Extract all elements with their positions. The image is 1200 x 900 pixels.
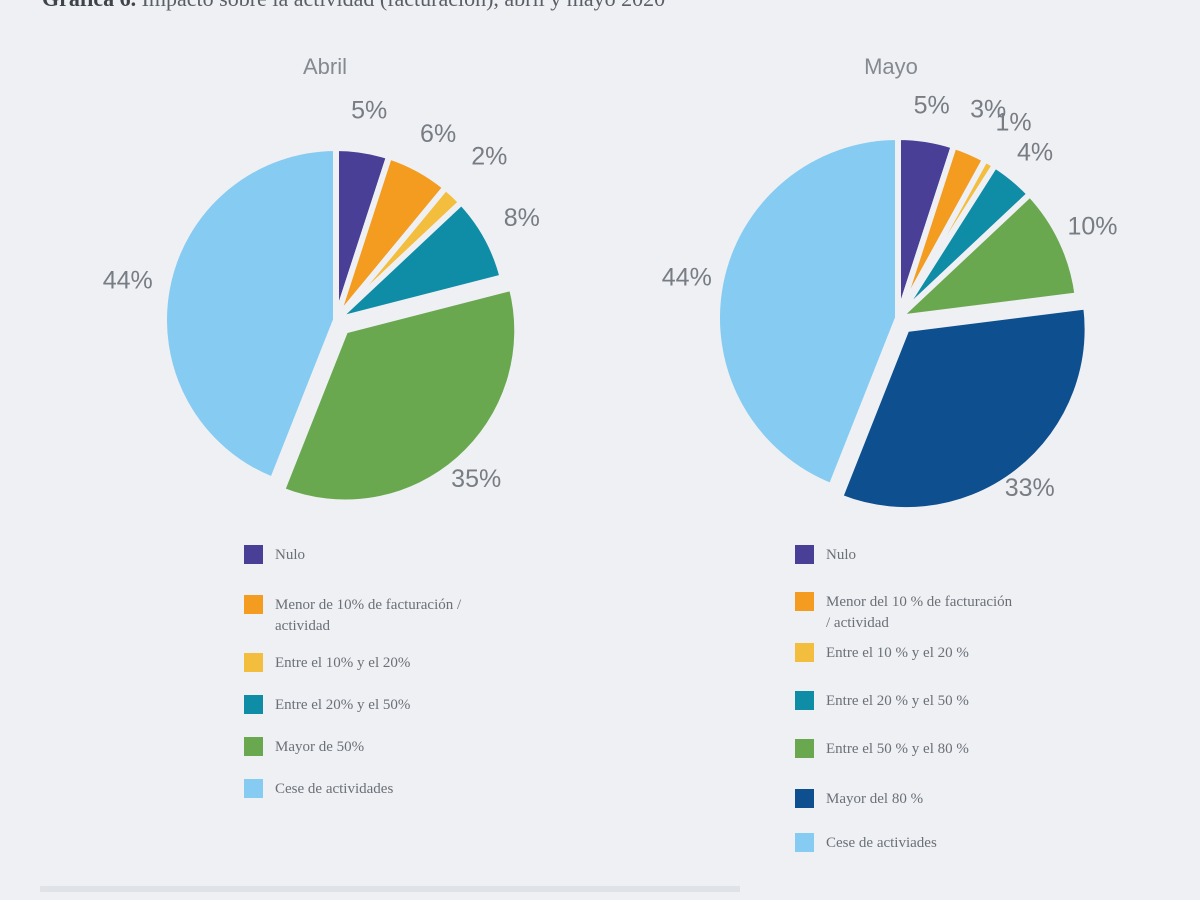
legend-item-nulo: Nulo: [244, 545, 465, 566]
pie-slice-mayor-del-80: [836, 303, 1091, 514]
legend-swatch: [244, 779, 263, 798]
legend-swatch: [244, 653, 263, 672]
legend-swatch: [795, 643, 814, 662]
pie-value-label: 44%: [103, 266, 153, 294]
legend-item-entre-el-20-y-el-50: Entre el 20% y el 50%: [244, 695, 465, 716]
legend-label: Menor del 10 % de facturación / activida…: [826, 594, 1013, 631]
legend-item-entre-el-20-y-el-50: Entre el 20 % y el 50 %: [795, 691, 1016, 712]
pie-value-label: 5%: [351, 97, 387, 125]
legend-swatch: [795, 789, 814, 808]
legend-label: Nulo: [275, 547, 305, 563]
legend-item-mayor-de-50: Mayor de 50%: [244, 737, 465, 758]
legend-label: Cese de actividades: [275, 781, 394, 797]
pie-value-label: 33%: [1005, 474, 1055, 502]
pie-value-label: 5%: [914, 92, 950, 120]
legend-label: Entre el 10 % y el 20 %: [826, 645, 969, 661]
chart-title: Mayo: [864, 54, 918, 79]
legend-item-cese-de-actividades: Cese de actividades: [244, 779, 465, 800]
legend-item-cese-de-activiades: Cese de activiades: [795, 833, 1016, 854]
legend-label: Entre el 20% y el 50%: [275, 697, 411, 713]
legend-item-entre-el-50-y-el-80: Entre el 50 % y el 80 %: [795, 739, 1016, 760]
pie-value-label: 4%: [1017, 138, 1053, 166]
pie-slice-entre-el-20-y-el-50: [333, 199, 506, 323]
legend-swatch: [244, 695, 263, 714]
figure-title-number: Gráfica 6.: [42, 0, 136, 11]
legend-swatch: [795, 691, 814, 710]
legend-label: Cese de activiades: [826, 835, 937, 851]
legend-label: Menor de 10% de facturación / actividad: [275, 597, 462, 634]
legend-item-menor-del-10-de-facturacion-actividad: Menor del 10 % de facturación / activida…: [795, 592, 1016, 634]
legend-swatch: [795, 545, 814, 564]
legend-label: Entre el 50 % y el 80 %: [826, 741, 969, 757]
legend-label: Nulo: [826, 547, 856, 563]
legend-swatch: [795, 739, 814, 758]
pie-slice-entre-el-50-y-el-80: [895, 191, 1081, 321]
pie-mayo: Mayo 5% 3%1%4% 10% 33% 44%: [662, 54, 1118, 514]
legend-item-mayor-del-80: Mayor del 80 %: [795, 789, 1016, 810]
bottom-rule: [40, 886, 740, 892]
figure-title-text: Impacto sobre la actividad (facturación)…: [136, 0, 666, 11]
legend-label: Entre el 20 % y el 50 %: [826, 693, 969, 709]
chart-title: Abril: [303, 54, 347, 79]
pie-value-label: 44%: [662, 264, 712, 292]
pie-slice-cese-de-actividades: [161, 145, 339, 483]
legend-swatch: [795, 833, 814, 852]
pie-value-label: 35%: [451, 465, 501, 493]
legend-label: Mayor del 80 %: [826, 791, 924, 807]
pie-slice-cese-de-activiades: [714, 134, 901, 490]
legend-swatch: [244, 595, 263, 614]
pie-value-label: 2%: [471, 143, 507, 171]
pie-value-label: 1%: [995, 109, 1031, 137]
pie-value-label: 8%: [504, 204, 540, 232]
pie-value-label: 10%: [1068, 212, 1118, 240]
legend-item-menor-de-10-de-facturacion-actividad: Menor de 10% de facturación / actividad: [244, 595, 465, 637]
legend-item-entre-el-10-y-el-20: Entre el 10% y el 20%: [244, 653, 465, 674]
pie-value-label: 3%: [970, 96, 1006, 124]
legend-item-nulo: Nulo: [795, 545, 1016, 566]
figure-title: Gráfica 6. Impacto sobre la actividad (f…: [42, 0, 665, 12]
pie-value-label: 6%: [420, 120, 456, 148]
legend-swatch: [244, 545, 263, 564]
legend-swatch: [795, 592, 814, 611]
legend-label: Entre el 10% y el 20%: [275, 655, 411, 671]
legend-item-entre-el-10-y-el-20: Entre el 10 % y el 20 %: [795, 643, 1016, 664]
legend-label: Mayor de 50%: [275, 739, 365, 755]
pie-slice-mayor-de-50: [278, 284, 521, 506]
legend-swatch: [244, 737, 263, 756]
